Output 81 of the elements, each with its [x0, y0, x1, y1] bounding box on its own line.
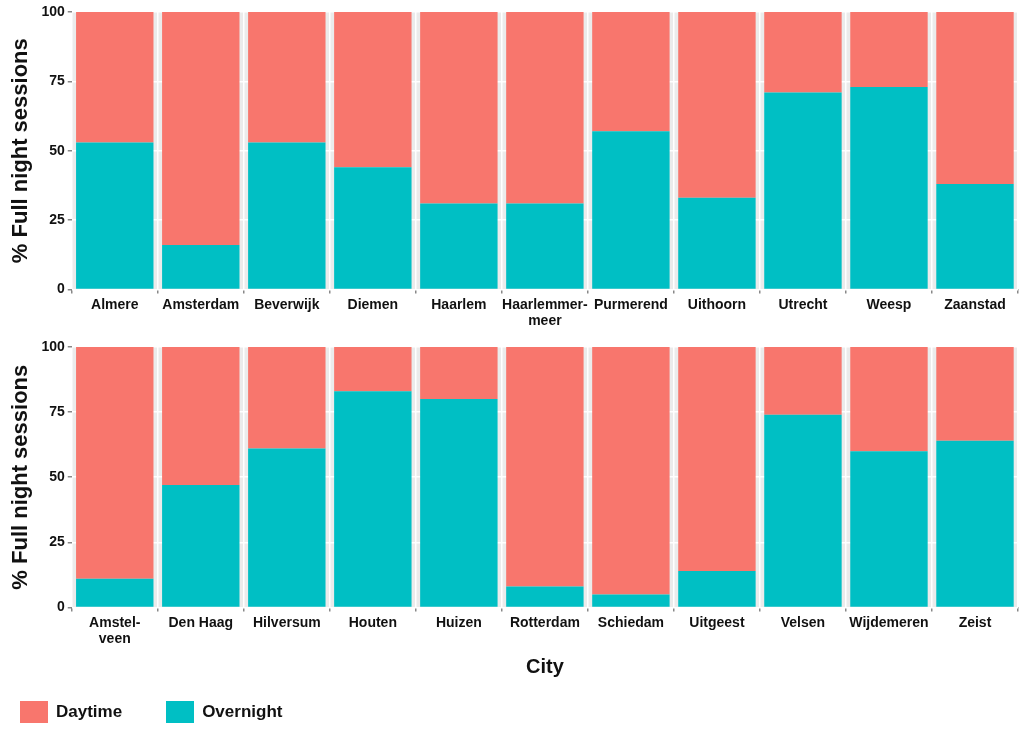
- bar: [936, 440, 1014, 607]
- x-tick-label: Velsen: [780, 613, 826, 630]
- bar: [936, 183, 1014, 289]
- x-tick-label: Utrecht: [778, 295, 828, 312]
- y-tick-label: 25: [49, 533, 65, 550]
- bar: [334, 167, 412, 289]
- legend-label: Daytime: [56, 702, 123, 722]
- bar: [764, 92, 842, 289]
- bar: [592, 347, 670, 595]
- y-tick-label: 0: [56, 598, 65, 615]
- bar: [334, 391, 412, 607]
- bar: [420, 347, 498, 400]
- bar: [764, 347, 842, 415]
- x-tick-label: Diemen: [347, 295, 399, 312]
- bar: [334, 12, 412, 168]
- y-tick-label: 100: [41, 2, 65, 19]
- x-tick-label: Haarlem: [431, 295, 487, 312]
- bar: [850, 347, 928, 452]
- x-tick-label: Uitgeest: [689, 613, 745, 630]
- bar: [248, 448, 326, 607]
- bar: [678, 570, 756, 607]
- bar: [678, 197, 756, 289]
- y-tick-label: 0: [56, 280, 65, 297]
- bar: [936, 12, 1014, 184]
- legend-label: Overnight: [202, 702, 283, 722]
- x-tick-label: Amstel-veen: [89, 613, 141, 647]
- y-tick-label: 50: [49, 468, 65, 485]
- bar: [764, 12, 842, 93]
- bar: [248, 142, 326, 289]
- bar: [850, 12, 928, 87]
- x-tick-label: Beverwijk: [254, 295, 320, 312]
- x-tick-label: Zaanstad: [944, 295, 1006, 312]
- x-tick-label: Almere: [91, 295, 139, 312]
- bar: [420, 399, 498, 607]
- y-tick-label: 25: [49, 210, 65, 227]
- bar: [764, 414, 842, 607]
- y-tick-label: 100: [41, 337, 65, 354]
- x-tick-label: Huizen: [435, 613, 482, 630]
- x-tick-label: Amsterdam: [162, 295, 240, 312]
- bar: [850, 451, 928, 607]
- bar: [162, 12, 240, 246]
- x-tick-label: Wijdemeren: [849, 613, 929, 630]
- bar: [76, 347, 154, 579]
- x-tick-label: Purmerend: [593, 295, 668, 312]
- bar: [162, 245, 240, 289]
- y-axis-title: % Full night sessions: [7, 364, 33, 590]
- x-tick-label: Houten: [348, 613, 397, 630]
- y-tick-label: 50: [49, 141, 65, 158]
- bar: [248, 347, 326, 449]
- y-axis-title: % Full night sessions: [7, 38, 33, 264]
- x-tick-label: Den Haag: [168, 613, 234, 630]
- bar: [936, 347, 1014, 441]
- bar: [506, 12, 584, 204]
- x-tick-label: Haarlemmer-meer: [502, 295, 589, 329]
- bar: [592, 131, 670, 289]
- bar: [506, 586, 584, 607]
- bar: [592, 12, 670, 132]
- bar: [248, 12, 326, 143]
- y-tick-label: 75: [49, 402, 65, 419]
- bar: [162, 485, 240, 607]
- bar: [334, 347, 412, 392]
- bar: [850, 86, 928, 289]
- bar: [76, 142, 154, 289]
- bar: [592, 594, 670, 607]
- x-tick-label: Weesp: [866, 295, 912, 312]
- x-tick-label: Schiedam: [597, 613, 664, 630]
- x-tick-label: Uithoorn: [687, 295, 747, 312]
- y-tick-label: 75: [49, 72, 65, 89]
- bar: [678, 347, 756, 571]
- x-axis-title: City: [525, 654, 565, 677]
- x-tick-label: Rotterdam: [509, 613, 580, 630]
- bar: [678, 12, 756, 198]
- bar: [506, 203, 584, 289]
- bar: [162, 347, 240, 486]
- bar: [420, 12, 498, 204]
- bar: [76, 12, 154, 143]
- x-tick-label: Zeist: [958, 613, 992, 630]
- bar: [420, 203, 498, 289]
- x-tick-label: Hilversum: [252, 613, 321, 630]
- bar: [506, 347, 584, 587]
- bar: [76, 578, 154, 607]
